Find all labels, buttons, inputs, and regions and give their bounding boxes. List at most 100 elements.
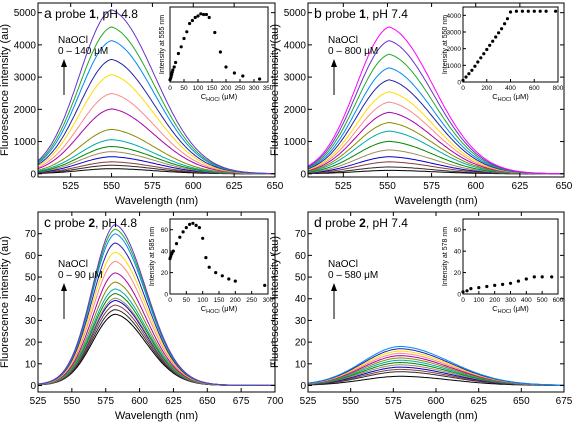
panel-title: d probe 2, pH 7.4: [314, 214, 408, 230]
annotation-range: 0 – 90 μM: [58, 270, 103, 281]
y-tick-label: 60: [295, 251, 307, 262]
inset-data-point: [197, 226, 201, 230]
y-tick-label: 0: [300, 381, 306, 392]
inset-data-point: [476, 60, 480, 64]
inset-frame: [462, 6, 559, 83]
x-tick-label: 525: [30, 396, 47, 407]
inset-x-label-symbol: C: [492, 304, 498, 313]
x-tick-label: 600: [428, 396, 445, 407]
inset-x-tick-label: 250: [246, 297, 257, 304]
spectrum-curve: [37, 92, 275, 175]
inset-x-label-subscript: HOCl: [498, 97, 511, 103]
inset-data-point: [263, 283, 267, 287]
inset-data-point: [204, 256, 208, 260]
y-tick-label: 70: [25, 229, 37, 240]
annotation-reagent: NaOCl: [328, 35, 358, 46]
title-text: probe: [54, 216, 88, 230]
y-axis-label: Fluorescence intensity (au): [269, 24, 281, 156]
y-tick-label: 3000: [284, 73, 307, 84]
annotation-reagent: NaOCl: [58, 35, 88, 46]
annotation-reagent: NaOCl: [58, 259, 88, 270]
annotation-arrow-head: [331, 59, 337, 67]
inset-data-point: [464, 75, 468, 79]
plot-frame: [37, 2, 276, 178]
inset-x-tick-label: 350: [263, 85, 274, 92]
inset-data-point: [202, 12, 206, 17]
annotation-arrow-head: [331, 283, 337, 291]
y-tick-label: 1000: [14, 137, 37, 148]
inset-data-point: [188, 21, 192, 26]
inset-data-point: [494, 35, 498, 39]
x-tick-label: 625: [470, 396, 487, 407]
y-tick-label: 40: [295, 294, 307, 305]
x-tick-label: 650: [556, 181, 572, 192]
y-tick-label: 5000: [14, 8, 37, 19]
spectrum-curve: [37, 224, 275, 386]
inset-data-point: [508, 281, 513, 285]
x-tick-label: 575: [385, 396, 402, 407]
x-tick-label: 600: [467, 181, 484, 192]
inset-x-tick-label: 200: [230, 297, 241, 304]
y-tick-label: 10: [25, 359, 37, 370]
inset-x-tick-label: 100: [197, 297, 208, 304]
x-tick-label: 625: [512, 181, 529, 192]
inset-y-tick-label: 20: [454, 270, 462, 277]
inset-data-point: [479, 56, 483, 60]
inset-data-point: [191, 221, 195, 225]
inset-data-point: [199, 12, 203, 16]
inset-y-axis-label: Intensity at 550 nm: [442, 15, 449, 74]
y-tick-label: 60: [25, 251, 37, 262]
x-tick-label: 700: [267, 396, 284, 407]
inset-chart: 0 50 100 150 200 250 300 0 20 40 60 Intensity at 58…: [149, 218, 274, 315]
x-tick-label: 650: [513, 396, 530, 407]
inset-data-point: [485, 284, 489, 289]
inset-y-tick-label: 40: [454, 249, 462, 256]
inset-frame: [169, 218, 269, 295]
inset-x-axis-label: CHOCl (μM): [492, 92, 529, 103]
y-tick-label: 30: [25, 316, 37, 327]
y-tick-label: 20: [295, 338, 307, 349]
inset-data-point: [179, 45, 183, 49]
y-tick-label: 50: [25, 273, 37, 284]
spectrum-curve: [307, 345, 564, 386]
x-tick-label: 525: [300, 396, 317, 407]
inset-data-point: [182, 36, 186, 41]
inset-data-point: [232, 71, 236, 75]
inset-data-point: [188, 222, 192, 226]
inset-data-point: [500, 27, 504, 31]
inset-x-tick-label: 200: [221, 85, 232, 92]
inset-x-tick-label: 50: [183, 297, 191, 304]
inset-data-point: [220, 274, 224, 278]
inset-x-tick-label: 800: [553, 85, 564, 92]
x-tick-label: 550: [64, 396, 81, 407]
inset-y-tick-label: 60: [161, 227, 169, 234]
x-tick-label: 575: [423, 181, 440, 192]
y-tick-label: 70: [295, 229, 307, 240]
inset-y-tick-label: 4000: [447, 13, 462, 20]
inset-y-tick-label: 20: [161, 270, 169, 277]
y-tick-label: 20: [25, 338, 37, 349]
inset-x-label-symbol: C: [492, 92, 498, 101]
plot-frame: [307, 2, 565, 178]
inset-x-tick-label: 0: [168, 85, 172, 92]
panel-a: 525 550 575 600 625 650010002000300040005000W…: [0, 2, 284, 207]
inset-x-tick-label: 400: [521, 297, 532, 304]
probe-number: 2: [88, 216, 95, 230]
inset-x-label-unit: (μM): [220, 304, 238, 313]
title-ph: , pH 7.4: [366, 7, 408, 21]
inset-data-point: [224, 65, 228, 69]
inset-data-point: [172, 65, 176, 69]
inset-data-point: [178, 235, 182, 239]
y-axis-label: Fluorescence intensity (au): [269, 236, 281, 368]
annotation-range: 0 – 140 μM: [58, 46, 108, 57]
inset-frame: [169, 6, 269, 83]
inset-data-point: [526, 9, 530, 13]
inset-y-tick-label: 0: [164, 292, 168, 299]
inset-data-point: [477, 286, 481, 290]
x-tick-label: 650: [267, 181, 284, 192]
inset-data-point: [544, 9, 548, 13]
inset-x-axis-label: CHOCl (μM): [201, 92, 238, 103]
inset-x-tick-label: 300: [249, 85, 260, 92]
inset-x-tick-label: 300: [505, 297, 516, 304]
inset-data-point: [184, 226, 188, 230]
